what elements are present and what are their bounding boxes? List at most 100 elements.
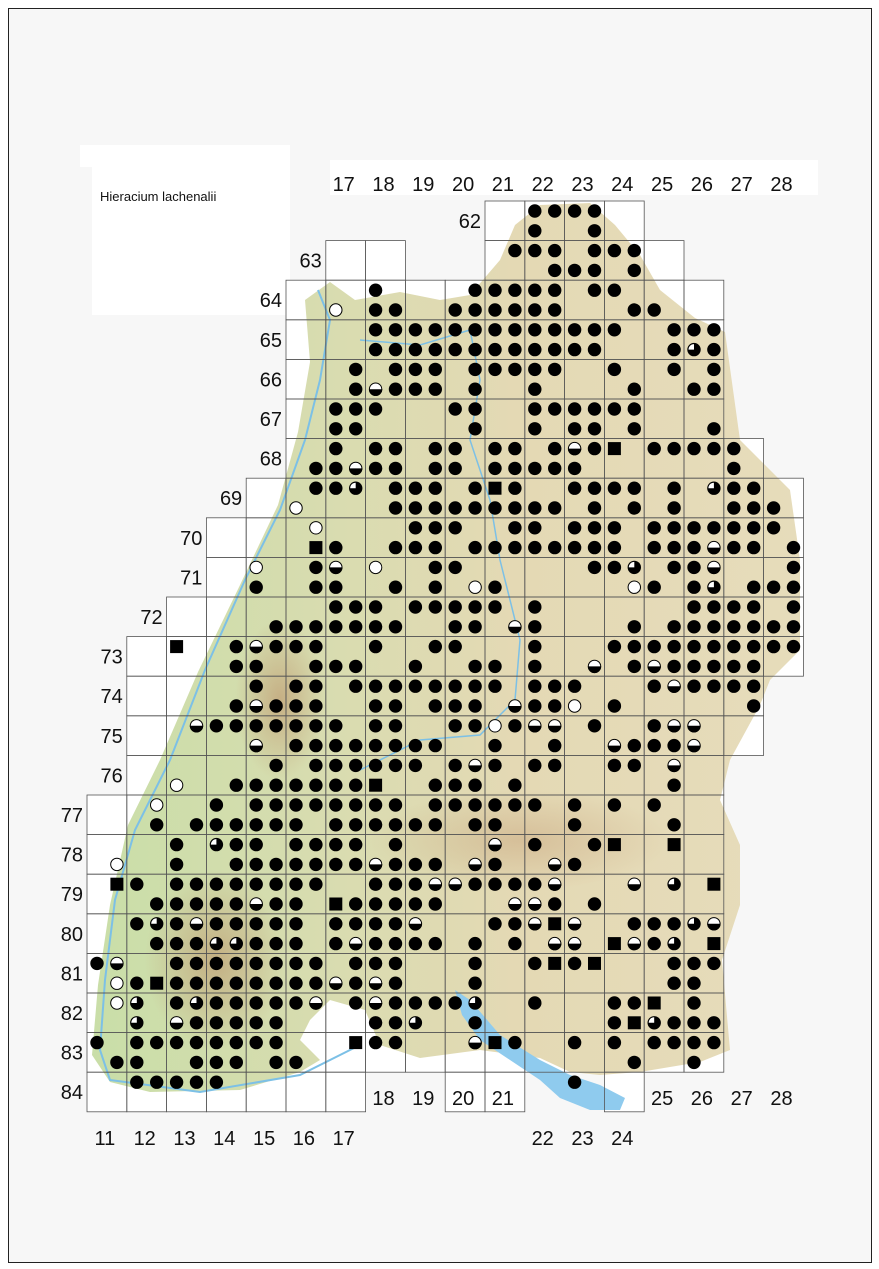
- record-filled-circle: [428, 481, 442, 495]
- record-quarter-open-circle: [209, 837, 224, 852]
- record-open-circle: [169, 778, 184, 792]
- record-filled-circle: [169, 1035, 184, 1050]
- record-filled-circle: [209, 917, 224, 931]
- record-filled-circle: [587, 560, 602, 575]
- record-filled-circle: [468, 1016, 482, 1030]
- record-open-circle: [110, 996, 124, 1010]
- record-filled-square: [647, 996, 661, 1010]
- record-filled-circle: [727, 679, 741, 693]
- grid-cell-bg: [325, 240, 366, 281]
- record-filled-circle: [269, 699, 283, 713]
- record-filled-circle: [667, 560, 681, 575]
- record-filled-circle: [368, 699, 383, 713]
- row-label: 80: [61, 924, 83, 946]
- record-filled-circle: [587, 323, 602, 337]
- record-filled-circle: [627, 481, 641, 495]
- record-half-filled-circle: [528, 897, 542, 911]
- record-filled-circle: [508, 342, 522, 357]
- record-filled-circle: [667, 481, 681, 495]
- record-filled-circle: [548, 243, 562, 258]
- grid-lines: [86, 200, 804, 1113]
- record-filled-circle: [667, 342, 681, 357]
- record-filled-circle: [428, 560, 442, 575]
- record-filled-circle: [508, 441, 522, 456]
- record-filled-circle: [329, 738, 343, 753]
- record-filled-circle: [428, 342, 442, 357]
- row-label: 69: [220, 488, 242, 510]
- record-filled-circle: [667, 362, 681, 377]
- record-filled-circle: [567, 956, 582, 971]
- record-half-filled-circle: [548, 877, 562, 891]
- record-filled-circle: [468, 798, 482, 812]
- record-filled-circle: [229, 837, 243, 852]
- record-half-filled-circle: [508, 897, 522, 911]
- record-quarter-open-circle: [627, 560, 641, 575]
- record-filled-circle: [388, 976, 403, 990]
- record-filled-circle: [329, 580, 343, 594]
- record-filled-circle: [508, 461, 522, 476]
- grid-cell-bg: [206, 517, 247, 558]
- record-filled-circle: [309, 738, 323, 753]
- row-label: 84: [61, 1082, 83, 1104]
- record-filled-circle: [368, 956, 383, 971]
- record-filled-circle: [368, 620, 383, 634]
- record-filled-circle: [189, 1035, 204, 1050]
- record-filled-circle: [687, 996, 701, 1010]
- record-filled-circle: [309, 679, 323, 693]
- record-filled-circle: [587, 342, 602, 357]
- record-filled-circle: [428, 580, 442, 594]
- record-filled-circle: [408, 877, 423, 891]
- record-filled-circle: [528, 699, 542, 713]
- record-filled-circle: [428, 600, 442, 614]
- record-filled-circle: [169, 956, 184, 971]
- record-filled-circle: [627, 758, 641, 773]
- record-filled-circle: [528, 540, 542, 555]
- record-filled-circle: [567, 1075, 582, 1089]
- record-filled-circle: [448, 778, 462, 792]
- record-filled-circle: [130, 976, 144, 990]
- record-filled-circle: [647, 441, 661, 456]
- record-filled-circle: [667, 501, 681, 515]
- record-filled-circle: [786, 600, 801, 614]
- grid-cell-bg: [126, 676, 167, 716]
- record-open-circle: [309, 521, 323, 535]
- record-filled-circle: [368, 441, 383, 456]
- record-filled-circle: [309, 956, 323, 971]
- record-filled-circle: [786, 639, 801, 654]
- record-filled-circle: [468, 956, 482, 971]
- record-filled-circle: [428, 778, 442, 792]
- record-filled-circle: [209, 818, 224, 832]
- record-filled-circle: [269, 620, 283, 634]
- record-filled-circle: [428, 936, 442, 951]
- record-half-filled-circle: [110, 956, 124, 971]
- record-filled-circle: [567, 402, 582, 416]
- grid-cell-bg: [126, 715, 167, 756]
- record-filled-circle: [269, 897, 283, 911]
- record-filled-circle: [707, 1016, 721, 1030]
- record-filled-circle: [428, 679, 442, 693]
- record-filled-circle: [309, 719, 323, 733]
- record-filled-circle: [130, 877, 144, 891]
- record-filled-circle: [627, 263, 641, 278]
- column-label-top: 24: [611, 174, 633, 196]
- record-filled-circle: [428, 699, 442, 713]
- record-quarter-open-circle: [667, 936, 681, 951]
- record-half-filled-circle: [687, 719, 701, 733]
- record-open-circle: [150, 798, 164, 812]
- record-filled-circle: [329, 857, 343, 872]
- record-filled-circle: [627, 738, 641, 753]
- record-filled-circle: [468, 699, 482, 713]
- record-half-filled-circle: [528, 917, 542, 931]
- record-filled-circle: [150, 1035, 164, 1050]
- record-filled-circle: [408, 540, 423, 555]
- record-filled-circle: [607, 481, 622, 495]
- record-filled-circle: [468, 422, 482, 436]
- record-filled-circle: [468, 362, 482, 377]
- record-filled-circle: [567, 342, 582, 357]
- record-filled-circle: [209, 1075, 224, 1089]
- record-filled-square: [329, 897, 343, 911]
- record-filled-circle: [528, 600, 542, 614]
- record-filled-circle: [468, 323, 482, 337]
- record-filled-circle: [488, 877, 502, 891]
- record-filled-circle: [607, 402, 622, 416]
